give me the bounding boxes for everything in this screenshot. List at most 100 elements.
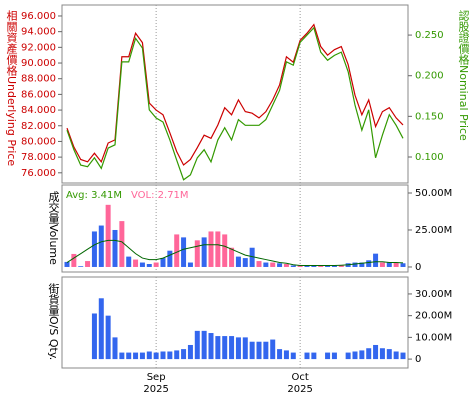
- bar: [126, 256, 132, 267]
- bar: [283, 350, 289, 360]
- x-tick-label: Sep 2025: [143, 372, 169, 395]
- bar: [139, 352, 145, 360]
- bar: [373, 344, 379, 360]
- bar: [153, 352, 159, 360]
- bar: [112, 337, 118, 360]
- bar: [194, 330, 200, 360]
- bar: [78, 266, 84, 267]
- y-tick-label: 20.00M: [415, 311, 452, 322]
- bar: [153, 262, 159, 267]
- bar: [331, 265, 337, 267]
- y-tick-label: 84.000: [21, 105, 56, 116]
- bar: [311, 352, 317, 360]
- y-tick-label: 0.200: [415, 71, 444, 82]
- bar: [112, 229, 118, 267]
- bar: [105, 204, 111, 267]
- y-tick-label: 96.000: [21, 11, 56, 22]
- y-tick-label: 0.150: [415, 111, 444, 122]
- bar: [311, 265, 317, 267]
- bar: [290, 265, 296, 267]
- bar: [373, 253, 379, 267]
- bar: [133, 352, 139, 360]
- y-tick-label: 88.000: [21, 74, 56, 85]
- bar: [277, 263, 283, 267]
- bar: [194, 240, 200, 267]
- bar: [325, 352, 331, 360]
- bar: [181, 237, 187, 267]
- x-tick-label: Oct 2025: [287, 372, 313, 395]
- y-tick-label: 10.00M: [415, 332, 452, 343]
- bar: [222, 234, 228, 267]
- bar: [229, 247, 235, 267]
- bar: [352, 351, 358, 360]
- bar: [235, 256, 241, 267]
- bar: [359, 350, 365, 360]
- bar: [160, 351, 166, 360]
- bar: [174, 234, 180, 267]
- price-line: [66, 23, 404, 166]
- legend-text: Avg: 3.41M: [66, 190, 122, 201]
- bar: [98, 225, 104, 267]
- panel-frame: [61, 4, 409, 184]
- panel-frame: [61, 276, 409, 369]
- bar: [366, 348, 372, 360]
- bar: [331, 352, 337, 360]
- bar: [263, 262, 269, 267]
- bar: [208, 333, 214, 360]
- bar: [386, 349, 392, 360]
- bar: [64, 261, 70, 267]
- bar: [379, 348, 385, 360]
- bar: [338, 265, 344, 267]
- bar: [222, 336, 228, 360]
- bar: [304, 265, 310, 267]
- bar: [146, 264, 152, 267]
- y-tick-label: 0.250: [415, 30, 444, 41]
- y-tick-label: 92.000: [21, 42, 56, 53]
- bar: [235, 337, 241, 360]
- bar: [133, 259, 139, 267]
- bar: [126, 352, 132, 360]
- bar: [256, 341, 262, 360]
- y-tick-label: 0: [415, 262, 421, 273]
- bar: [201, 330, 207, 360]
- bar: [270, 262, 276, 267]
- bar: [160, 258, 166, 267]
- bar: [215, 231, 221, 267]
- bar: [146, 351, 152, 360]
- bar: [386, 262, 392, 267]
- bar: [400, 352, 406, 360]
- bar: [345, 352, 351, 360]
- bar: [139, 262, 145, 267]
- bar: [167, 250, 173, 267]
- bar: [359, 262, 365, 267]
- bar: [400, 263, 406, 267]
- left-axis-label: 成交量Volume: [47, 191, 60, 265]
- bar: [91, 313, 97, 360]
- bar: [366, 260, 372, 267]
- bar: [229, 336, 235, 360]
- bar: [174, 350, 180, 360]
- bar: [263, 341, 269, 360]
- bar: [304, 352, 310, 360]
- y-tick-label: 82.000: [21, 121, 56, 132]
- price-line: [66, 26, 404, 181]
- y-tick-label: 50.00M: [415, 188, 452, 199]
- bar: [187, 344, 193, 360]
- bar: [290, 352, 296, 360]
- bar: [297, 265, 303, 267]
- bar: [256, 261, 262, 267]
- bar: [379, 262, 385, 267]
- bar: [215, 336, 221, 360]
- y-tick-label: 30.00M: [415, 289, 452, 300]
- y-tick-label: 25.00M: [415, 225, 452, 236]
- bar: [249, 341, 255, 360]
- y-tick-label: 78.000: [21, 152, 56, 163]
- panel-frame: [61, 184, 409, 273]
- y-tick-label: 0: [415, 354, 421, 365]
- bar: [85, 261, 91, 267]
- bar: [325, 265, 331, 267]
- bar: [98, 298, 104, 360]
- bar: [187, 262, 193, 267]
- bar: [393, 351, 399, 360]
